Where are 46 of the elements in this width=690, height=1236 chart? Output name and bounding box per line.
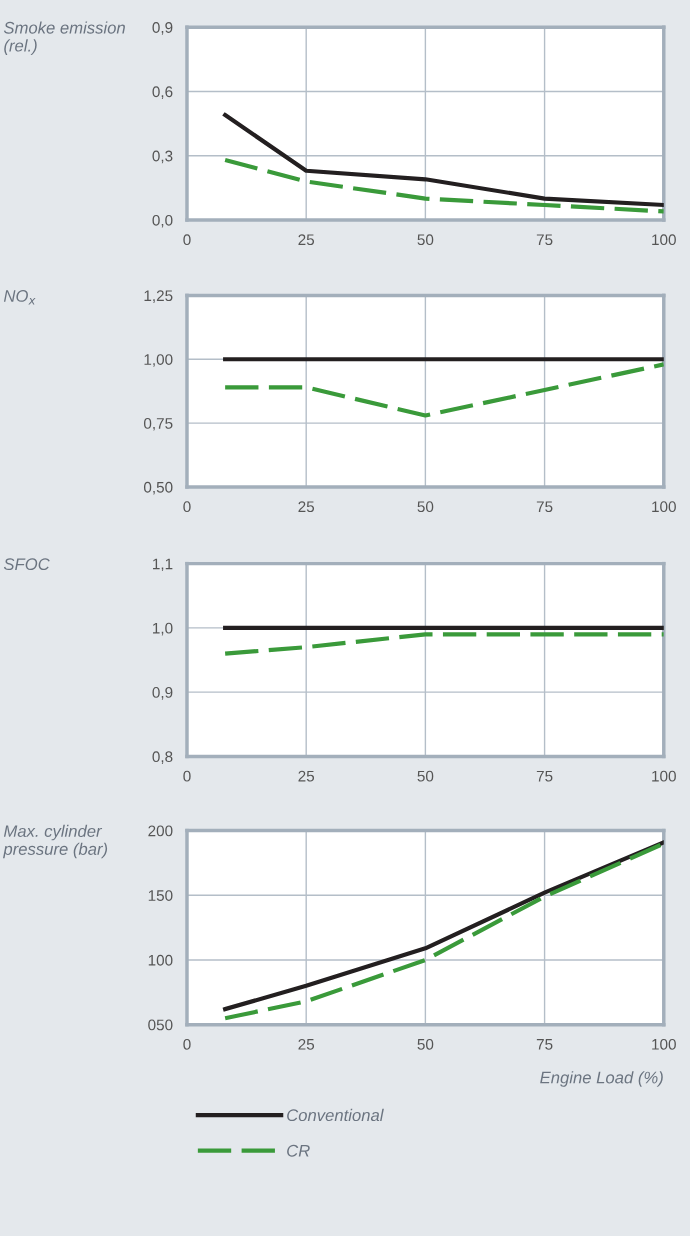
line-series	[223, 157, 664, 214]
y-tick-label: 0,0	[152, 214, 173, 228]
x-tick-label: 0	[183, 770, 191, 782]
y-tick-label: 1,1	[153, 558, 173, 572]
y-tick-label: 1,00	[144, 354, 173, 367]
y-tick-label: 1,0	[153, 622, 173, 636]
x-tick-label: 0	[183, 501, 191, 513]
x-tick-label: 50	[417, 1038, 434, 1050]
x-tick-label: 25	[298, 234, 315, 246]
y-tick-label: 0,8	[152, 751, 173, 764]
x-tick-label: 25	[298, 501, 315, 513]
legend-label: Conventional	[287, 1108, 384, 1122]
x-tick-label: 75	[536, 770, 553, 782]
x-tick-label: 100	[652, 234, 676, 246]
y-axis-title: NO$_{x}$	[3, 290, 36, 305]
x-tick-label: 0	[183, 234, 191, 246]
y-axis-title: Smoke emission (rel.)	[3, 21, 125, 55]
x-tick-label: 100	[652, 770, 676, 782]
x-tick-label: 50	[417, 770, 434, 782]
line-series	[223, 112, 664, 208]
y-tick-label: 0,9	[152, 687, 173, 700]
y-tick-label: 1,25	[144, 290, 173, 303]
y-tick-label: 050	[148, 1019, 173, 1031]
line-series	[223, 362, 664, 418]
y-tick-label: 100	[148, 954, 173, 966]
x-tick-label: 50	[417, 501, 434, 513]
x-axis-title: Engine Load (%)	[540, 1071, 663, 1087]
x-tick-label: 25	[298, 770, 315, 782]
y-tick-label: 0,9	[152, 22, 173, 35]
x-tick-label: 100	[652, 1038, 676, 1050]
x-tick-label: 25	[298, 1038, 315, 1050]
x-tick-label: 75	[536, 501, 553, 513]
x-tick-label: 50	[417, 234, 434, 246]
y-tick-label: 150	[148, 890, 173, 901]
x-tick-label: 75	[536, 234, 553, 246]
y-axis-title: Max. cylinder pressure (bar)	[3, 824, 108, 859]
y-tick-label: 200	[148, 825, 173, 837]
y-tick-label: 0,50	[143, 481, 173, 495]
y-tick-label: 0,75	[143, 417, 173, 431]
y-tick-label: 0,3	[152, 150, 173, 164]
x-tick-label: 0	[183, 1038, 191, 1050]
x-tick-label: 100	[652, 501, 676, 513]
y-tick-label: 0,6	[152, 86, 173, 99]
x-tick-label: 75	[536, 1039, 553, 1050]
y-axis-title: SFOC	[3, 558, 50, 571]
legend-label: CR	[287, 1144, 310, 1157]
